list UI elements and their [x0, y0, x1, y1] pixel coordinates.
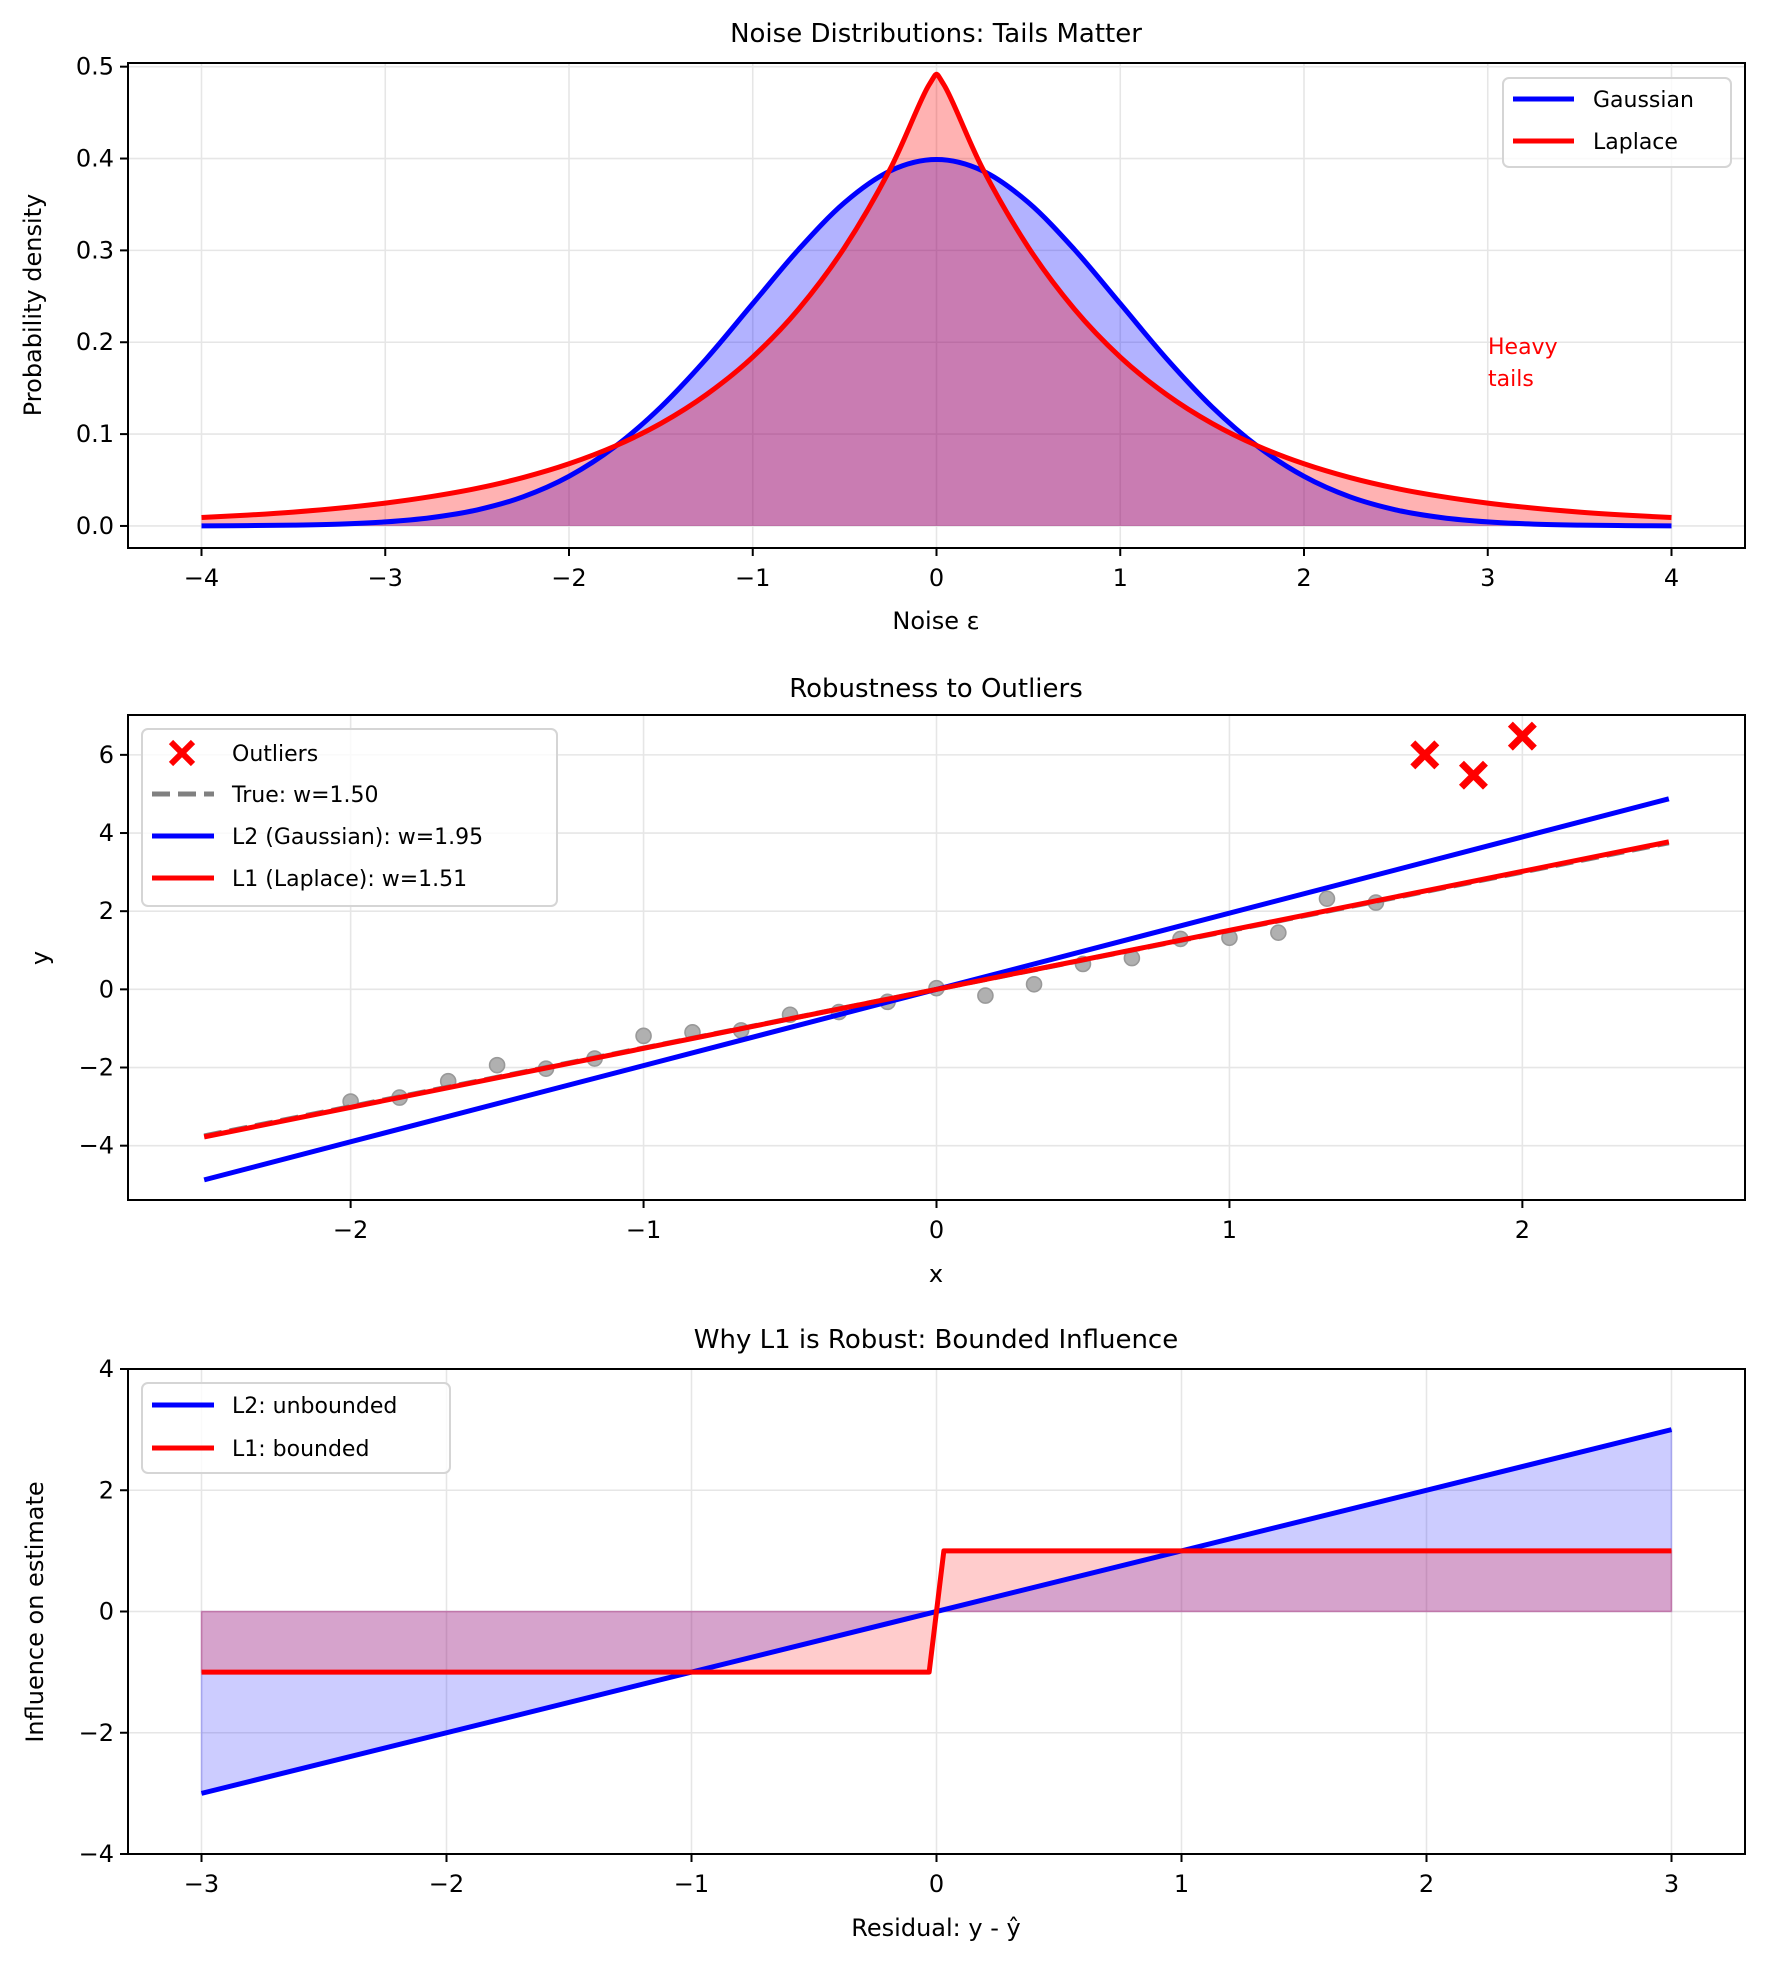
outlier-stroke — [1410, 740, 1440, 770]
y-tick-label: 0 — [99, 975, 114, 1003]
x-tick-label: −3 — [368, 564, 403, 592]
y-tick-label: −2 — [79, 1719, 114, 1747]
series-lines — [201, 71, 1672, 529]
y-tick-label: 0.2 — [76, 328, 114, 356]
y-axis-ticks: −4 −2 0 2 4 — [79, 1355, 128, 1868]
y-tick-label: 0.0 — [76, 512, 114, 540]
outlier-marker — [1410, 740, 1440, 770]
legend-label-l2: L2 (Gaussian): w=1.95 — [232, 825, 483, 850]
y-tick-label: 2 — [99, 1476, 114, 1504]
bounded-influence-chart: −3 −2 −1 0 1 2 3 −4 −2 0 2 4 Why L1 is Robust: Bou… — [21, 1325, 1746, 1942]
line-laplace — [201, 71, 1672, 521]
x-axis-ticks: −2 −1 0 1 2 — [333, 1200, 1530, 1244]
y-tick-label: −2 — [79, 1054, 114, 1082]
x-tick-label: 2 — [1296, 564, 1311, 592]
x-axis-ticks: −4 −3 −2 −1 0 1 2 3 4 — [184, 548, 1679, 592]
x-tick-label: 4 — [1664, 564, 1679, 592]
legend-label-l2: L2: unbounded — [232, 1394, 397, 1419]
y-tick-label: 2 — [99, 897, 114, 925]
y-tick-label: 4 — [99, 819, 114, 847]
data-point — [1025, 975, 1043, 993]
x-tick-label: 3 — [1664, 1870, 1679, 1898]
y-axis-label: Probability density — [19, 194, 47, 417]
annotation-line-2: tails — [1488, 367, 1534, 392]
fill-areas — [201, 74, 1672, 526]
x-tick-label: −1 — [735, 564, 770, 592]
x-tick-label: 2 — [1515, 1216, 1530, 1244]
chart-title: Noise Distributions: Tails Matter — [730, 19, 1142, 49]
y-tick-label: 4 — [99, 1355, 114, 1383]
legend: L2: unbounded L1: bounded — [141, 1382, 451, 1474]
fill-laplace — [201, 74, 1672, 526]
x-axis-label: Residual: y - ŷ — [851, 1914, 1020, 1942]
y-axis-label: y — [26, 951, 54, 965]
x-tick-label: 1 — [1113, 564, 1128, 592]
data-point — [1270, 924, 1287, 941]
chart-title: Why L1 is Robust: Bounded Influence — [694, 1325, 1178, 1355]
legend-label-l1: L1 (Laplace): w=1.51 — [232, 867, 467, 892]
annotation-heavy-tails: Heavy tails — [1488, 335, 1558, 392]
y-tick-label: 0.3 — [76, 236, 114, 264]
data-point — [488, 1056, 506, 1074]
x-tick-label: −1 — [674, 1870, 709, 1898]
data-point — [977, 987, 994, 1004]
x-axis-ticks: −3 −2 −1 0 1 2 3 — [184, 1854, 1679, 1898]
y-tick-label: −4 — [79, 1840, 114, 1868]
x-axis-label: x — [929, 1260, 943, 1288]
fill-gaussian — [201, 159, 1672, 526]
x-tick-label: −2 — [429, 1870, 464, 1898]
legend-box — [141, 728, 558, 907]
outlier-stroke — [1458, 760, 1488, 790]
outlier-stroke — [1507, 721, 1537, 751]
x-tick-label: −2 — [333, 1216, 368, 1244]
annotation-line-1: Heavy — [1488, 335, 1558, 360]
influence-line — [201, 1548, 1672, 1675]
x-tick-label: −3 — [184, 1870, 219, 1898]
x-tick-label: −4 — [184, 564, 219, 592]
legend-label-l1: L1: bounded — [232, 1437, 369, 1462]
x-tick-label: 0 — [929, 564, 944, 592]
outlier-marker — [1458, 760, 1488, 790]
legend: Outliers True: w=1.50 L2 (Gaussian): w=1… — [141, 728, 558, 907]
y-axis-label: Influence on estimate — [21, 1481, 49, 1742]
series-lines — [200, 1427, 1673, 1796]
fit-line — [203, 839, 1670, 1140]
legend-label-outliers: Outliers — [232, 742, 318, 767]
y-tick-label: 0 — [99, 1598, 114, 1626]
legend-marker-outliers — [168, 739, 196, 767]
legend: Gaussian Laplace — [1502, 77, 1732, 168]
legend-box — [141, 1382, 451, 1474]
legend-label-true: True: w=1.50 — [231, 783, 379, 808]
data-point — [1318, 890, 1336, 907]
y-axis-ticks: −4 −2 0 2 4 6 — [79, 741, 128, 1160]
x-tick-label: 1 — [1222, 1216, 1237, 1244]
noise-distributions-chart: −4 −3 −2 −1 0 1 2 3 4 0.0 0.1 0.2 0.3 0.4 0.5 Noise D… — [19, 19, 1746, 635]
line-gaussian — [201, 157, 1672, 529]
x-tick-label: 2 — [1419, 1870, 1434, 1898]
y-tick-label: −4 — [79, 1132, 114, 1160]
y-tick-label: 0.4 — [76, 145, 114, 173]
outlier-marker — [1507, 721, 1537, 751]
fit-lines — [203, 796, 1670, 1183]
y-axis-ticks: 0.0 0.1 0.2 0.3 0.4 0.5 — [76, 53, 128, 540]
x-tick-label: −2 — [551, 564, 586, 592]
x-tick-label: 1 — [1174, 1870, 1189, 1898]
outlier-markers — [1410, 721, 1537, 790]
x-tick-label: 3 — [1480, 564, 1495, 592]
y-tick-label: 6 — [99, 741, 114, 769]
x-tick-label: 0 — [929, 1216, 944, 1244]
legend-label-gaussian: Gaussian — [1593, 88, 1694, 113]
y-tick-label: 0.5 — [76, 53, 114, 81]
x-axis-label: Noise ε — [892, 607, 979, 635]
chart-title: Robustness to Outliers — [789, 674, 1083, 704]
y-tick-label: 0.1 — [76, 420, 114, 448]
x-tick-label: −1 — [626, 1216, 661, 1244]
legend-label-laplace: Laplace — [1593, 130, 1678, 155]
x-tick-label: 0 — [929, 1870, 944, 1898]
data-point — [635, 1027, 652, 1045]
